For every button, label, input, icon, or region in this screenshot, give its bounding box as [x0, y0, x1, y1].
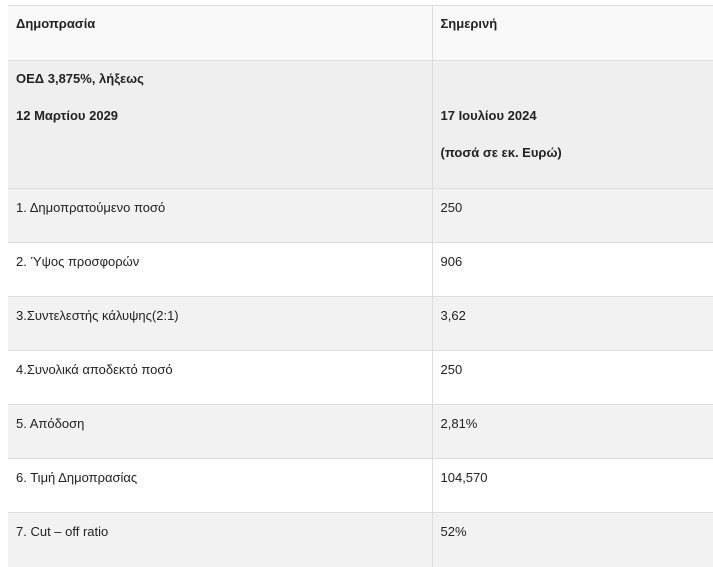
- row-value: 250: [431, 188, 713, 243]
- table-row: 4.Συνολικά αποδεκτό ποσό 250: [8, 350, 713, 405]
- amount-unit-note: (ποσά σε εκ. Ευρώ): [440, 145, 562, 160]
- bond-info-cell: ΟΕΔ 3,875%, λήξεως 12 Μαρτίου 2029: [8, 60, 433, 189]
- table-row: 6. Τιμή Δημοπρασίας 104,570: [8, 458, 713, 513]
- row-value: 104,570: [431, 458, 713, 513]
- bond-info-row: ΟΕΔ 3,875%, λήξεως 12 Μαρτίου 2029 17 Ιο…: [8, 60, 713, 189]
- row-value: 906: [431, 242, 713, 297]
- bond-name: ΟΕΔ 3,875%, λήξεως: [16, 71, 144, 86]
- auction-date-cell: 17 Ιουλίου 2024 (ποσά σε εκ. Ευρώ): [431, 60, 713, 189]
- table-row: 5. Απόδοση 2,81%: [8, 404, 713, 459]
- row-label: 3.Συντελεστής κάλυψης(2:1): [8, 296, 433, 351]
- table-row: 2. Ύψος προσφορών 906: [8, 242, 713, 297]
- row-label: 7. Cut – off ratio: [8, 512, 433, 567]
- row-label: 2. Ύψος προσφορών: [8, 242, 433, 297]
- header-auction: Δημοπρασία: [8, 5, 433, 61]
- auction-results-table-container: Δημοπρασία Σημερινή ΟΕΔ 3,875%, λήξεως 1…: [8, 5, 713, 567]
- row-value: 52%: [431, 512, 713, 567]
- row-label: 1. Δημοπρατούμενο ποσό: [8, 188, 433, 243]
- row-value: 250: [431, 350, 713, 405]
- row-value: 2,81%: [431, 404, 713, 459]
- auction-results-table: Δημοπρασία Σημερινή ΟΕΔ 3,875%, λήξεως 1…: [8, 5, 713, 567]
- bond-maturity: 12 Μαρτίου 2029: [16, 108, 119, 123]
- table-row: 7. Cut – off ratio 52%: [8, 512, 713, 567]
- table-row: 3.Συντελεστής κάλυψης(2:1) 3,62: [8, 296, 713, 351]
- auction-date: 17 Ιουλίου 2024: [440, 108, 537, 123]
- row-label: 5. Απόδοση: [8, 404, 433, 459]
- row-value: 3,62: [431, 296, 713, 351]
- row-label: 6. Τιμή Δημοπρασίας: [8, 458, 433, 513]
- table-row: 1. Δημοπρατούμενο ποσό 250: [8, 188, 713, 243]
- header-today: Σημερινή: [431, 5, 713, 61]
- table-header-row: Δημοπρασία Σημερινή: [8, 5, 713, 61]
- row-label: 4.Συνολικά αποδεκτό ποσό: [8, 350, 433, 405]
